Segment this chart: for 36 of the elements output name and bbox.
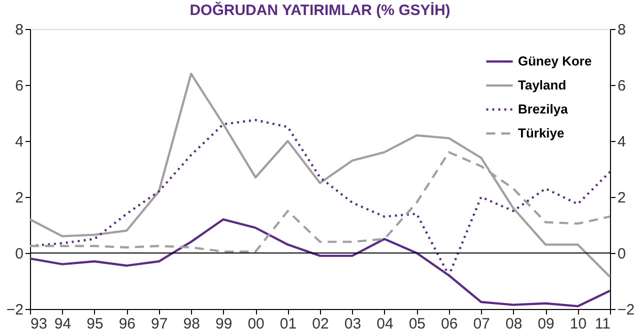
y-tick-label: 4 xyxy=(15,134,24,150)
legend-label: Güney Kore xyxy=(518,54,592,68)
legend-label: Türkiye xyxy=(518,126,564,140)
y-tick-label: 8 xyxy=(15,22,24,38)
x-tick-label: 94 xyxy=(54,316,72,332)
y2-tick-label: 8 xyxy=(618,22,626,38)
x-tick-label: 05 xyxy=(408,316,426,332)
x-tick-label: 99 xyxy=(215,316,232,332)
y2-tick-label: 4 xyxy=(618,134,626,150)
x-tick-label: 07 xyxy=(473,316,490,332)
x-tick-label: 11 xyxy=(594,316,610,332)
x-tick-label: 10 xyxy=(570,316,587,332)
x-tick-label: 06 xyxy=(441,316,458,332)
y-tick-label: 6 xyxy=(15,78,24,94)
y-tick-label: 2 xyxy=(15,190,24,206)
y-tick-label: 0 xyxy=(15,246,24,262)
x-tick-label: 04 xyxy=(376,316,394,332)
y2-tick-label: 0 xyxy=(618,246,626,262)
x-tick-label: 00 xyxy=(248,316,264,332)
x-tick-label: 95 xyxy=(86,316,104,332)
x-tick-label: 97 xyxy=(151,316,168,332)
x-tick-label: 01 xyxy=(280,316,297,332)
x-tick-label: 98 xyxy=(183,316,200,332)
chart-title: DOĞRUDAN YATIRIMLAR (% GSYİH) xyxy=(190,1,450,19)
x-tick-label: 02 xyxy=(312,316,329,332)
y2-tick-label: 2 xyxy=(618,190,626,206)
x-tick-label: 08 xyxy=(505,316,522,332)
x-tick-label: 96 xyxy=(118,316,136,332)
y-tick-label: −2 xyxy=(6,302,24,318)
y2-tick-label: −2 xyxy=(618,302,635,318)
x-tick-label: 93 xyxy=(30,316,48,332)
x-tick-label: 09 xyxy=(538,316,554,332)
legend-label: Brezilya xyxy=(518,102,569,116)
legend-label: Tayland xyxy=(518,78,566,92)
x-tick-label: 03 xyxy=(344,316,362,332)
y2-tick-label: 6 xyxy=(618,78,626,94)
